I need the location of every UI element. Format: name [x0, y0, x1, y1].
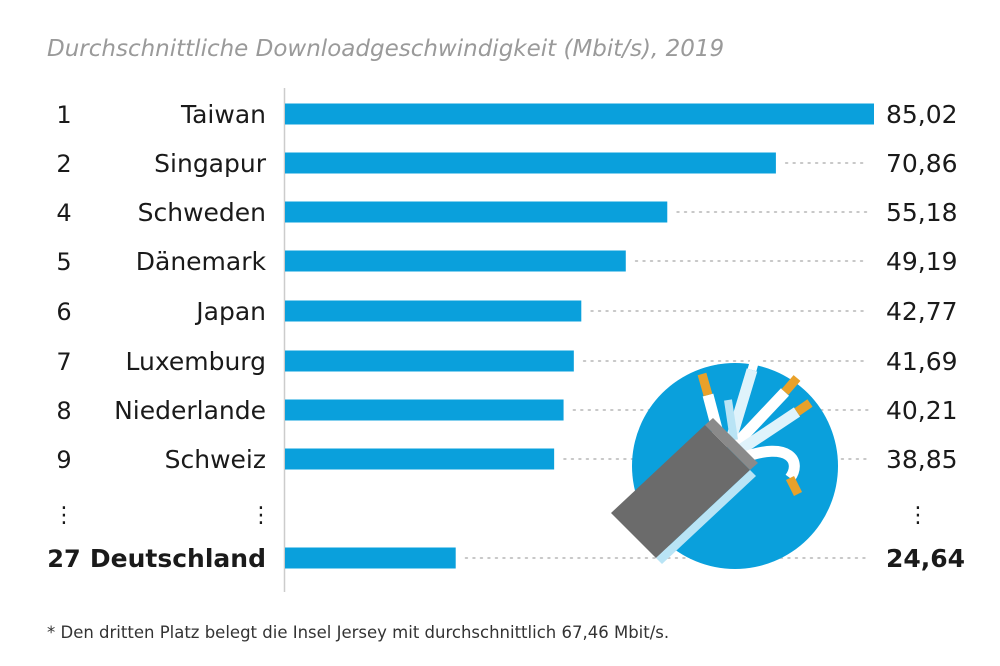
country-label-row-2: Singapur: [154, 149, 267, 178]
value-labels: 85,02 70,86 55,18 49,19 42,77 41,69 40,21 38,85…: [886, 100, 965, 573]
bars: [285, 103, 874, 569]
bar-row-3: [285, 201, 668, 223]
bar-row-4: [285, 250, 626, 272]
bar-row-5: [285, 300, 582, 322]
country-label-row-4: Dänemark: [136, 247, 267, 276]
country-label-row-9: Deutschland: [90, 544, 266, 573]
cable-jacket: [611, 425, 750, 558]
rank-label-row-7: 8: [56, 397, 71, 425]
rank-label-row-4: 5: [56, 248, 71, 276]
cable-collar: [705, 418, 758, 470]
cable-edge-highlight: [656, 470, 756, 564]
value-label-row-2: 70,86: [886, 149, 958, 178]
value-label-row-7: 40,21: [886, 396, 958, 425]
chart-title: Durchschnittliche Downloadgeschwindigkei…: [47, 36, 725, 62]
country-labels: Taiwan Singapur Schweden Dänemark Japan Luxem…: [90, 100, 267, 573]
rank-labels: 1 2 4 5 6 7 8 9 27: [47, 101, 80, 573]
ellipsis-value: ⋮: [907, 503, 929, 528]
cable-illustration: [611, 354, 838, 569]
chart-footnote: * Den dritten Platz belegt die Insel Jer…: [47, 623, 670, 642]
value-label-row-9: 24,64: [886, 544, 965, 573]
country-label-row-1: Taiwan: [180, 100, 266, 129]
rank-label-row-8: 9: [56, 446, 71, 474]
country-label-row-5: Japan: [194, 297, 266, 326]
rank-label-row-1: 1: [56, 101, 71, 129]
value-label-row-3: 55,18: [886, 198, 958, 227]
rank-label-row-5: 6: [56, 298, 71, 326]
rank-label-row-3: 4: [56, 199, 71, 227]
bar-row-7: [285, 399, 564, 421]
rank-label-row-6: 7: [56, 348, 71, 376]
bar-row-1: [285, 103, 874, 125]
rank-label-row-2: 2: [56, 150, 71, 178]
value-label-row-1: 85,02: [886, 100, 958, 129]
bar-row-8: [285, 448, 555, 470]
value-label-row-6: 41,69: [886, 347, 958, 376]
ellipsis-country: ⋮: [250, 503, 272, 528]
wire-strands: [697, 354, 813, 497]
rank-label-row-9: 27: [47, 545, 80, 573]
country-label-row-3: Schweden: [138, 198, 266, 227]
value-label-row-5: 42,77: [886, 297, 958, 326]
country-label-row-6: Luxemburg: [125, 347, 266, 376]
bar-row-9: [285, 547, 456, 569]
country-label-row-8: Schweiz: [165, 445, 266, 474]
value-label-row-4: 49,19: [886, 247, 958, 276]
bar-row-2: [285, 152, 776, 174]
value-label-row-8: 38,85: [886, 445, 958, 474]
country-label-row-7: Niederlande: [114, 396, 266, 425]
ellipsis-rank: ⋮: [53, 503, 75, 528]
bar-row-6: [285, 350, 574, 372]
